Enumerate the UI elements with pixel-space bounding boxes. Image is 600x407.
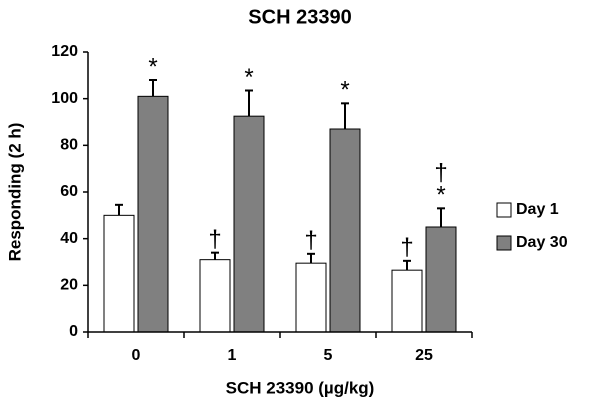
legend-swatch [496,202,512,218]
x-tick-label: 1 [228,347,237,364]
bar [391,269,423,333]
bar [103,214,135,333]
bar [295,262,327,333]
bar [329,128,361,333]
x-axis-label: SCH 23390 (µg/kg) [226,378,375,397]
significance-marker: * [340,77,349,104]
y-tick-label: 100 [51,90,78,107]
legend-swatch [496,235,512,251]
x-tick-label: 5 [324,347,333,364]
bar [425,226,457,333]
bar [199,259,231,333]
significance-marker: † [208,226,221,253]
significance-marker: * [148,53,157,80]
significance-marker: † [434,160,447,187]
y-axis-label: Responding (2 h) [5,123,24,262]
bar [233,115,265,333]
y-tick-label: 80 [60,137,78,154]
legend-label: Day 1 [516,201,559,218]
chart-title: SCH 23390 [248,6,351,28]
y-tick-label: 60 [60,183,78,200]
y-tick-label: 20 [60,277,78,294]
y-tick-label: 40 [60,230,78,247]
y-tick-label: 0 [69,323,78,340]
x-tick-label: 25 [415,347,433,364]
legend-label: Day 30 [516,234,568,251]
significance-marker: * [244,64,253,91]
significance-marker: * [436,182,445,209]
significance-marker: † [304,227,317,254]
x-tick-label: 0 [132,347,141,364]
significance-marker: † [400,234,413,261]
y-tick-label: 120 [51,43,78,60]
bar [137,95,169,333]
